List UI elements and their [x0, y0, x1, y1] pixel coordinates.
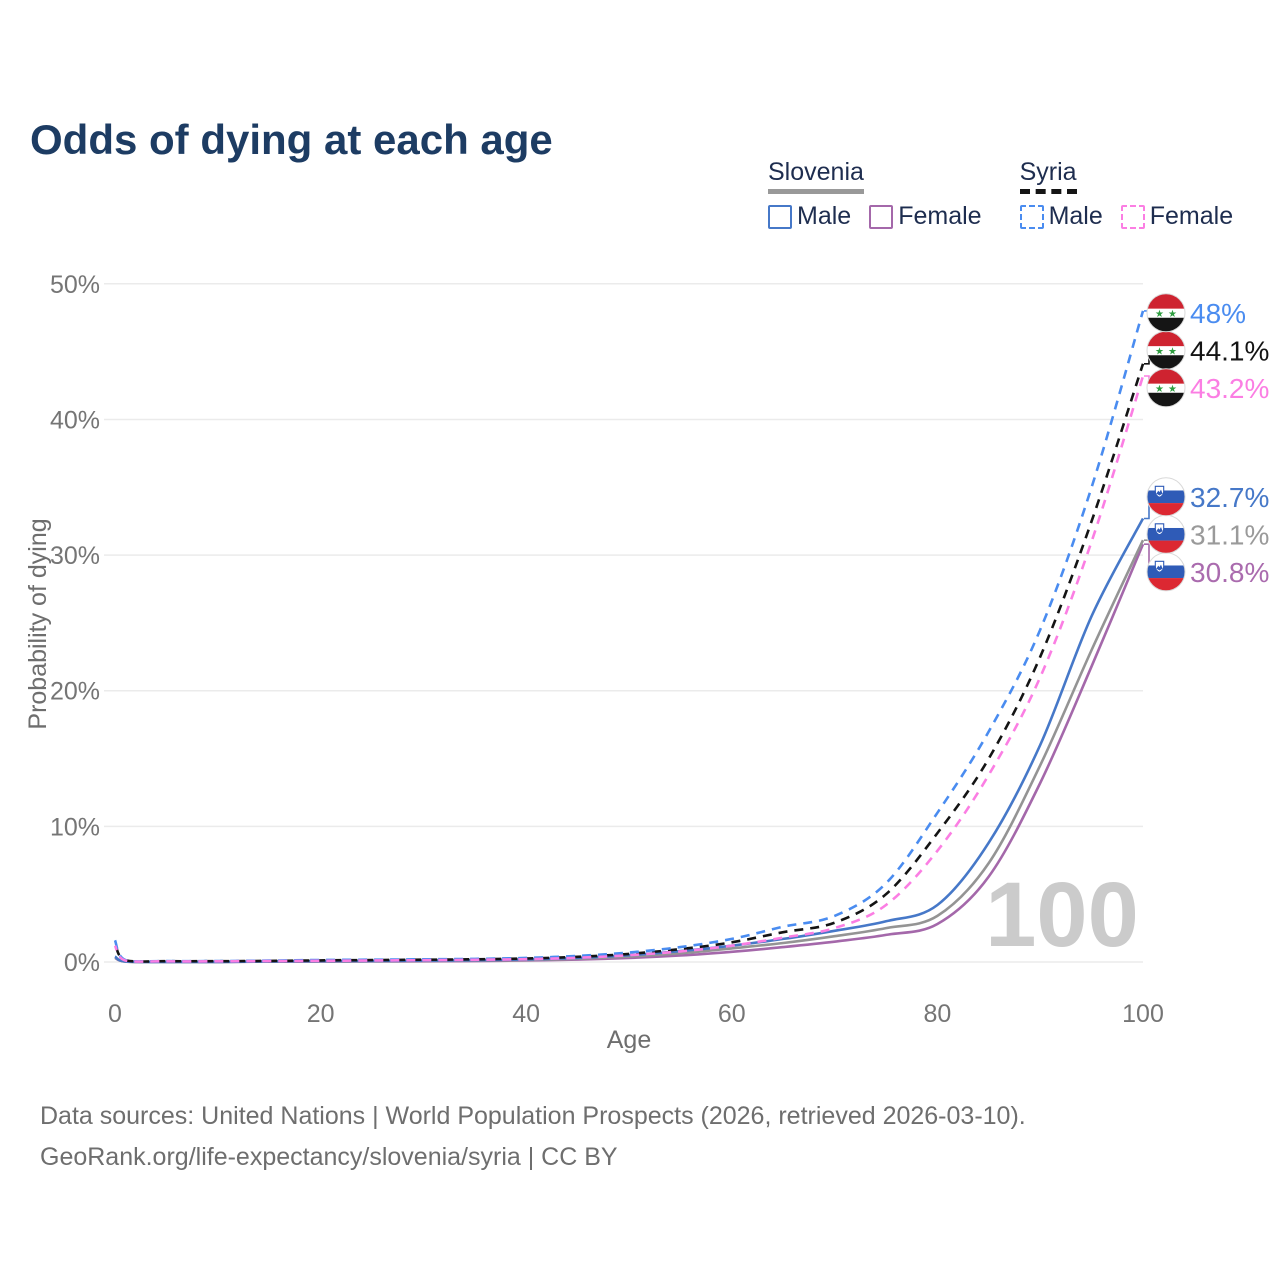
- x-tick-label: 0: [108, 1000, 122, 1028]
- dashed-line-swatch-icon: [1019, 204, 1044, 229]
- y-tick-label: 20%: [50, 678, 100, 706]
- legend-item-label: Male: [797, 202, 852, 230]
- svg-text:★: ★: [1155, 384, 1164, 395]
- x-tick-label: 80: [923, 1000, 951, 1028]
- footer-source-line: Data sources: United Nations | World Pop…: [40, 1102, 1026, 1130]
- legend-item-slovenia-female[interactable]: Female: [869, 202, 982, 231]
- solid-line-swatch-icon: [768, 204, 792, 229]
- flag-icon-slovenia: [1146, 514, 1186, 554]
- flag-icon-syria: ★ ★: [1146, 293, 1186, 333]
- flag-icon-syria: ★ ★: [1146, 368, 1186, 408]
- flag-icon-slovenia: [1146, 477, 1186, 517]
- legend-item-syria-female[interactable]: Female: [1120, 202, 1234, 231]
- end-value-label-slovenia_both: 31.1%: [1190, 519, 1269, 550]
- legend-item-slovenia-male[interactable]: Male: [768, 202, 851, 231]
- legend-group-slovenia: Slovenia Male Female: [768, 158, 982, 231]
- x-tick-label: 40: [512, 1000, 540, 1028]
- end-value-label-slovenia_male: 32.7%: [1190, 482, 1269, 513]
- age-watermark: 100: [985, 864, 1139, 966]
- legend-item-label: Female: [1149, 202, 1234, 230]
- end-value-label-syria_female: 43.2%: [1190, 373, 1269, 404]
- solid-line-swatch-icon: [869, 204, 894, 229]
- y-tick-label: 0%: [64, 949, 100, 977]
- legend-country-slovenia[interactable]: Slovenia: [768, 158, 864, 194]
- legend-item-syria-male[interactable]: Male: [1019, 202, 1103, 231]
- x-tick-label: 20: [307, 1000, 335, 1028]
- y-axis-title: Probability of dying: [24, 518, 52, 729]
- y-tick-label: 40%: [50, 406, 100, 434]
- footer-license-line: GeoRank.org/life-expectancy/slovenia/syr…: [40, 1143, 618, 1171]
- x-tick-label: 60: [718, 1000, 746, 1028]
- legend-items-syria: Male Female: [1019, 202, 1234, 231]
- dashed-line-swatch-icon: [1120, 204, 1145, 229]
- end-value-label-slovenia_female: 30.8%: [1190, 557, 1269, 588]
- legend-item-label: Male: [1048, 202, 1103, 230]
- flag-icon-syria: ★ ★: [1146, 330, 1186, 370]
- x-axis-title: Age: [607, 1026, 651, 1054]
- x-tick-label: 100: [1122, 1000, 1164, 1028]
- page-title: Odds of dying at each age: [30, 116, 553, 164]
- y-tick-label: 50%: [50, 271, 100, 299]
- svg-text:★: ★: [1155, 309, 1164, 320]
- svg-text:★: ★: [1155, 346, 1164, 357]
- legend-items-slovenia: Male Female: [768, 202, 982, 231]
- legend-group-syria: Syria Male Female: [1019, 158, 1234, 231]
- y-tick-label: 30%: [50, 542, 100, 570]
- svg-text:★: ★: [1168, 309, 1177, 320]
- legend-country-syria[interactable]: Syria: [1019, 158, 1077, 194]
- legend-item-label: Female: [898, 202, 982, 230]
- end-value-label-syria_male: 48%: [1190, 298, 1246, 329]
- svg-text:★: ★: [1168, 384, 1177, 395]
- end-value-label-syria_both: 44.1%: [1190, 335, 1269, 366]
- legend: Slovenia Male Female Syria Male Female: [768, 158, 1233, 231]
- series-line-syria_both[interactable]: [113, 363, 1145, 963]
- y-tick-label: 10%: [50, 813, 100, 841]
- flag-icon-slovenia: [1146, 552, 1186, 592]
- footer: Data sources: United Nations | World Pop…: [40, 1096, 1026, 1178]
- svg-text:★: ★: [1168, 346, 1177, 357]
